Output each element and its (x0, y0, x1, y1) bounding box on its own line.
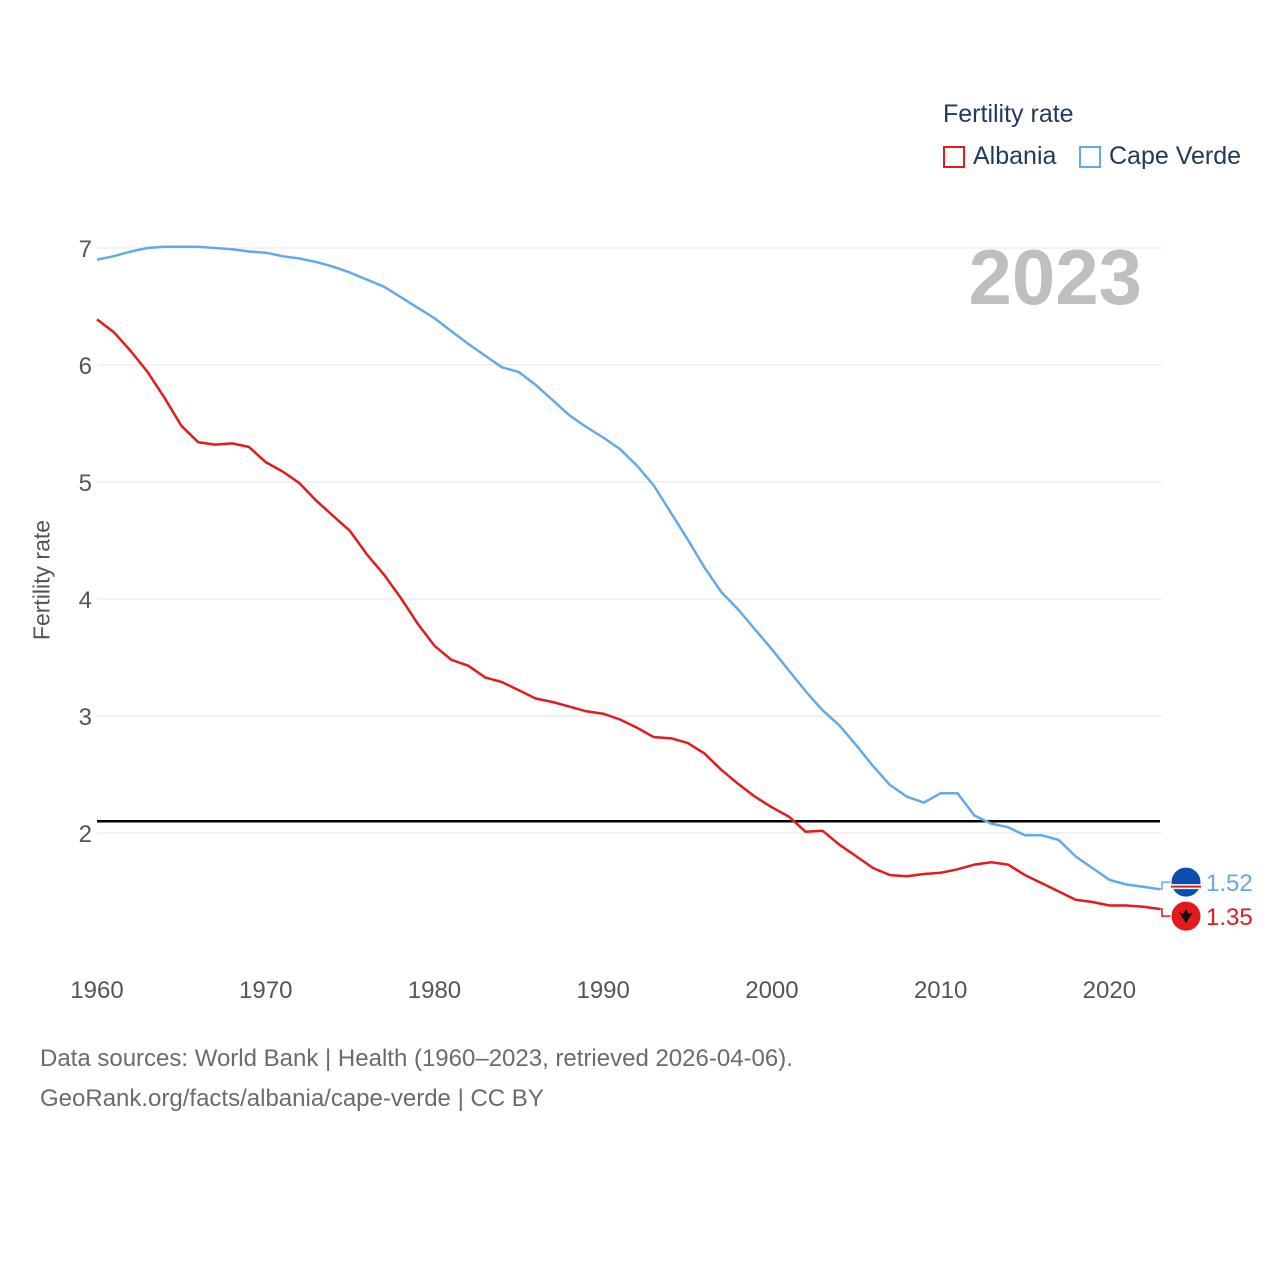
flag-stripe-red (1171, 885, 1201, 888)
y-tick-label: 6 (79, 353, 92, 380)
y-axis-label: Fertility rate (28, 519, 55, 641)
y-tick-label: 2 (79, 821, 92, 848)
y-tick-label: 7 (79, 236, 92, 263)
series-lines (96, 245, 1161, 911)
gridlines (97, 247, 1162, 834)
footer-sources: Data sources: World Bank | Health (1960–… (40, 1045, 793, 1072)
x-tick-label: 1970 (239, 977, 292, 1004)
end-label-albania: 1.35 (1206, 904, 1253, 931)
legend-title: Fertility rate (943, 100, 1074, 128)
x-tick-label: 1960 (70, 977, 123, 1004)
footer-credit[interactable]: GeoRank.org/facts/albania/cape-verde | C… (40, 1085, 544, 1112)
flag-emblem-albania (1179, 909, 1193, 924)
y-axis-ticks: 2 3 4 5 6 7 (79, 236, 92, 848)
y-tick-label: 3 (79, 704, 92, 731)
end-connector-cape-verde (1160, 881, 1172, 890)
x-tick-label: 1980 (408, 977, 461, 1004)
flag-cape-verde (1170, 866, 1202, 898)
series-line-albania (96, 318, 1161, 911)
x-axis-ticks: 1960 1970 1980 1990 2000 2010 2020 (70, 977, 1136, 1004)
end-connector-albania (1160, 908, 1172, 917)
series-end-markers: 1.35 1.52 (1160, 866, 1253, 932)
x-tick-label: 2010 (914, 977, 967, 1004)
end-label-cape-verde: 1.52 (1206, 870, 1253, 897)
legend-label-cape-verde: Cape Verde (1109, 142, 1242, 170)
legend-swatch-cape-verde (1079, 145, 1101, 168)
year-label: 2023 (968, 233, 1142, 321)
y-tick-label: 5 (79, 470, 92, 497)
legend-label-albania: Albania (973, 142, 1057, 170)
legend-item-cape-verde[interactable]: Cape Verde (1079, 142, 1241, 171)
y-tick-label: 4 (79, 587, 92, 614)
x-tick-label: 2020 (1083, 977, 1136, 1004)
legend-item-albania[interactable]: Albania (943, 142, 1056, 171)
series-line-cape-verde (96, 245, 1161, 891)
x-tick-label: 1990 (576, 977, 629, 1004)
legend-swatch-albania (943, 145, 965, 168)
x-tick-label: 2000 (745, 977, 798, 1004)
